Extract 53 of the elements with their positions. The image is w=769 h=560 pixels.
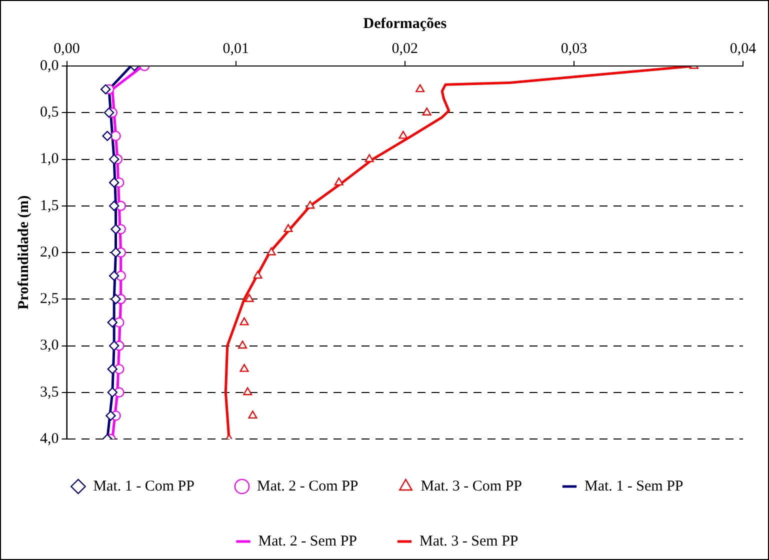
y-axis-title: Profundidade (m): [16, 195, 32, 310]
y-tick-label: 0,0: [40, 58, 59, 74]
legend-label: Mat. 1 - Sem PP: [584, 478, 684, 494]
point: [248, 410, 258, 419]
y-tick-label: 1,5: [40, 198, 59, 214]
point: [364, 154, 374, 162]
point: [102, 130, 112, 142]
y-tick-label: 3,5: [40, 384, 59, 400]
x-axis-title: Deformações: [363, 16, 447, 32]
x-tick-label: 0,01: [222, 40, 249, 57]
point: [107, 387, 118, 398]
point: [240, 317, 249, 326]
point: [110, 130, 121, 142]
point: [240, 364, 249, 372]
point: [334, 177, 344, 186]
point: [306, 200, 315, 209]
point: [110, 294, 121, 304]
point: [243, 387, 252, 396]
x-tick-label: 0,03: [560, 40, 588, 57]
point: [398, 130, 408, 139]
legend-label: Mat. 1 - Com PP: [93, 478, 194, 494]
y-tick-label: 2,5: [40, 291, 59, 308]
point: [100, 84, 111, 94]
point: [108, 154, 120, 164]
legend-label: Mat. 3 - Sem PP: [420, 533, 518, 550]
point: [107, 317, 118, 328]
x-tick-label: 0,04: [730, 40, 757, 57]
legend-label: Mat. 3 - Com PP: [420, 478, 522, 494]
y-tick-label: 0,5: [40, 104, 59, 121]
point: [238, 340, 248, 349]
point: [108, 177, 120, 188]
y-tick-label: 4,0: [40, 430, 59, 447]
point: [108, 340, 120, 351]
point: [284, 224, 293, 232]
point: [266, 247, 276, 256]
point: [416, 84, 425, 92]
point: [108, 200, 120, 211]
y-tick-label: 1,0: [40, 151, 59, 168]
point: [110, 247, 121, 258]
point: [106, 410, 116, 421]
point: [108, 270, 120, 281]
x-tick-label: 0,02: [392, 40, 418, 57]
point: [244, 294, 254, 302]
legend-label: Mat. 2 - Com PP: [256, 478, 358, 494]
point: [253, 270, 262, 279]
y-tick-label: 3,0: [40, 338, 59, 354]
point: [110, 224, 121, 234]
point: [104, 108, 114, 118]
legend-label: Mat. 2 - Sem PP: [258, 533, 358, 550]
point: [107, 364, 118, 374]
y-tick-label: 2,0: [40, 244, 59, 260]
point: [422, 108, 432, 116]
x-tick-label: 0,00: [54, 40, 80, 57]
